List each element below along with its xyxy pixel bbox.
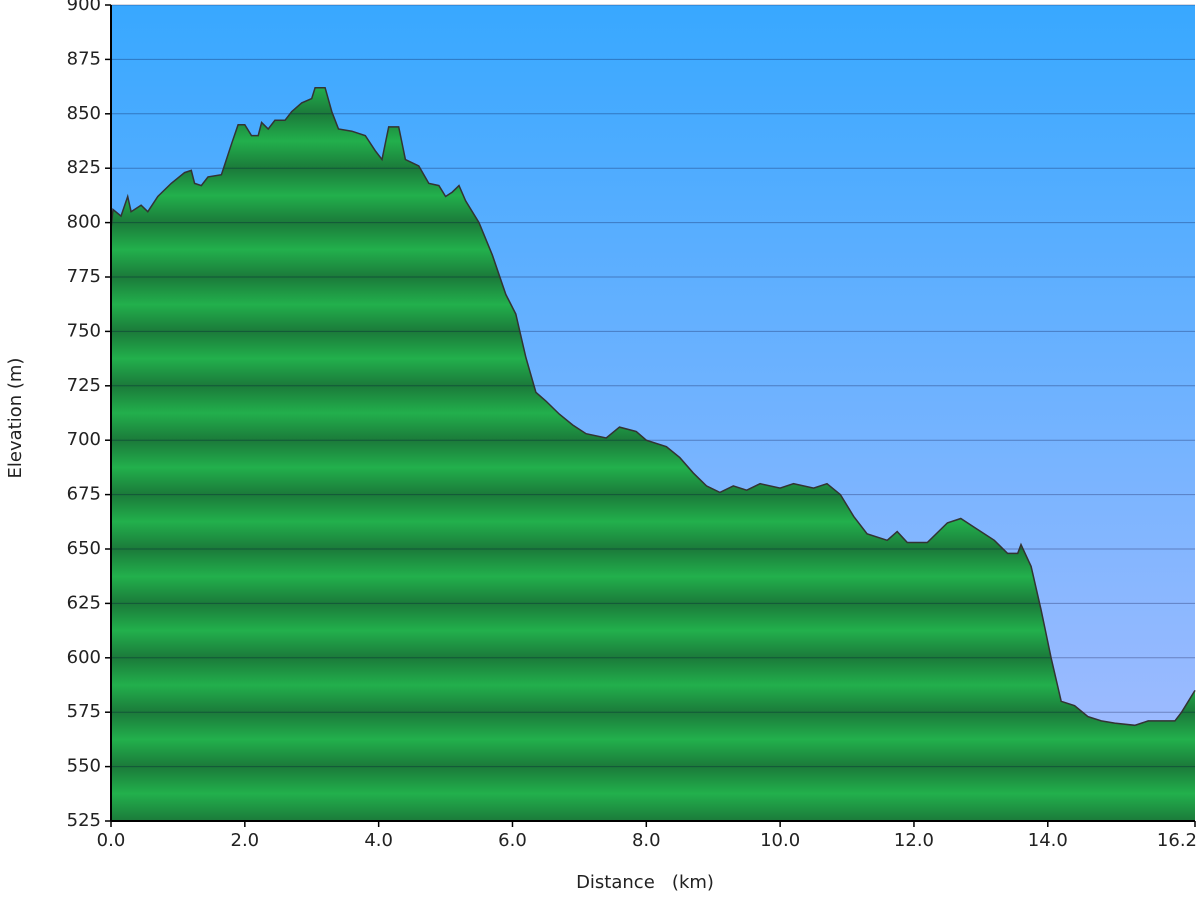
- area-fill: [111, 87, 1195, 821]
- y-tick-label: 550: [67, 756, 101, 777]
- x-tick-label: 14.0: [1028, 830, 1068, 851]
- y-tick-label: 725: [67, 375, 101, 396]
- y-tick-label: 775: [67, 266, 101, 287]
- y-tick-label: 700: [67, 429, 101, 450]
- x-tick-label: 2.0: [231, 830, 260, 851]
- y-tick-label: 800: [67, 212, 101, 233]
- x-tick-label: 16.2: [1157, 830, 1197, 851]
- y-tick-label: 600: [67, 647, 101, 668]
- y-tick-label: 625: [67, 592, 101, 613]
- x-tick-label: 8.0: [632, 830, 661, 851]
- area-line: [110, 86, 1196, 727]
- y-tick-label: 750: [67, 320, 101, 341]
- y-tick-label: 650: [67, 538, 101, 559]
- y-tick-label: 850: [67, 103, 101, 124]
- x-tick-label: 6.0: [498, 830, 527, 851]
- y-tick-label: 900: [67, 0, 101, 15]
- y-tick-label: 575: [67, 701, 101, 722]
- x-axis-label: Distance (km): [576, 872, 714, 893]
- x-tick-label: 0.0: [97, 830, 126, 851]
- x-tick-label: 4.0: [364, 830, 393, 851]
- x-tick-label: 10.0: [760, 830, 800, 851]
- y-tick-label: 875: [67, 48, 101, 69]
- y-tick-label: 525: [67, 810, 101, 831]
- y-tick-label: 675: [67, 484, 101, 505]
- y-axis-label: Elevation (m): [5, 358, 26, 479]
- y-tick-label: 825: [67, 157, 101, 178]
- x-tick-label: 12.0: [894, 830, 934, 851]
